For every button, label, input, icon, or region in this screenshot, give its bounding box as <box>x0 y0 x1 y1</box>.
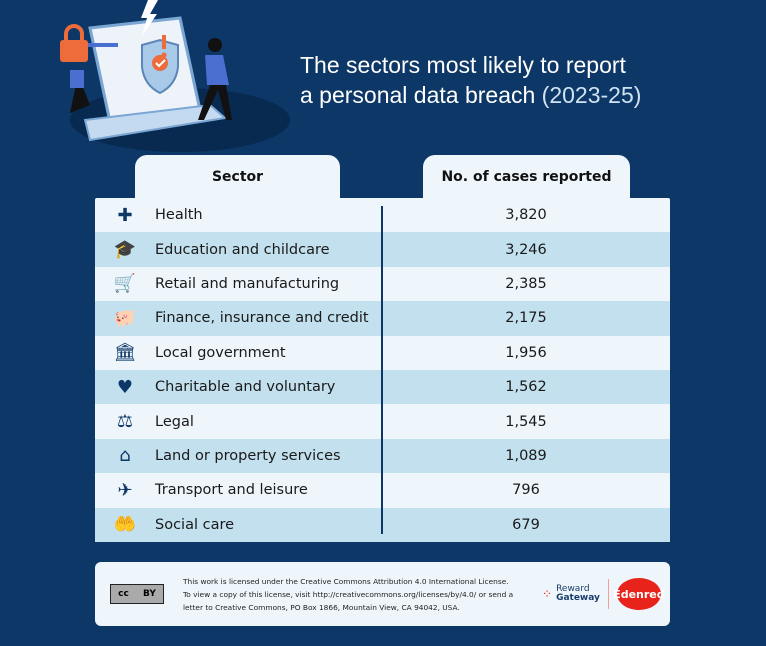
graduation-cap-icon: 🎓 <box>113 239 137 261</box>
airplane-icon: ✈ <box>117 479 133 501</box>
house-icon: ⌂ <box>119 445 131 467</box>
sector-name: Transport and leisure <box>155 482 308 499</box>
sector-table: ✚ Health 3,820 🎓 Education and childcare 3,24… <box>95 198 670 542</box>
sector-name: Local government <box>155 344 286 361</box>
sector-name: Legal <box>155 413 194 430</box>
sector-name: Retail and manufacturing <box>155 275 340 292</box>
sector-name: Education and childcare <box>155 241 330 258</box>
case-count: 796 <box>512 482 540 499</box>
sector-name: Land or property services <box>155 447 341 464</box>
case-count: 3,246 <box>505 241 547 258</box>
table-row: 🏛 Local government 1,956 <box>95 336 670 370</box>
page-title: The sectors most likely to report a pers… <box>300 52 642 108</box>
sector-name: Health <box>155 207 203 224</box>
license-text: This work is licensed under the Creative… <box>183 576 514 612</box>
sector-name: Finance, insurance and credit <box>155 310 369 327</box>
heart-icon: ♥ <box>116 376 134 398</box>
table-row: 🛒 Retail and manufacturing 2,385 <box>95 267 670 301</box>
case-count: 679 <box>512 516 540 533</box>
caring-hand-icon: 🤲 <box>113 514 137 536</box>
case-count: 1,562 <box>505 379 547 396</box>
edenred-logo: Edenred <box>613 578 665 610</box>
sector-name: Charitable and voluntary <box>155 379 336 396</box>
case-count: 1,545 <box>505 413 547 430</box>
case-count: 1,089 <box>505 447 547 464</box>
government-building-icon: 🏛 <box>113 342 137 364</box>
column-header-sector: Sector <box>135 155 340 199</box>
shopping-cart-icon: 🛒 <box>113 273 137 295</box>
case-count: 2,175 <box>505 310 547 327</box>
plus-cross-icon: ✚ <box>117 204 133 226</box>
logo-separator <box>607 579 609 609</box>
table-row: ✈ Transport and leisure 796 <box>95 473 670 507</box>
case-count: 3,820 <box>505 207 547 224</box>
sector-name: Social care <box>155 516 235 533</box>
table-row: ✚ Health 3,820 <box>95 198 670 232</box>
reward-gateway-logo: ⁘ Reward Gateway <box>542 584 600 603</box>
scales-icon: ⚖ <box>116 411 134 433</box>
data-breach-illustration <box>60 0 290 152</box>
creative-commons-badge: cc BY <box>110 584 164 604</box>
column-header-cases: No. of cases reported <box>423 155 630 199</box>
case-count: 2,385 <box>505 275 547 292</box>
footer: cc BY This work is licensed under the Cre… <box>95 562 670 626</box>
piggy-bank-icon: 🐖 <box>113 307 137 329</box>
table-row: ⚖ Legal 1,545 <box>95 404 670 438</box>
case-count: 1,956 <box>505 344 547 361</box>
column-divider <box>381 206 383 534</box>
